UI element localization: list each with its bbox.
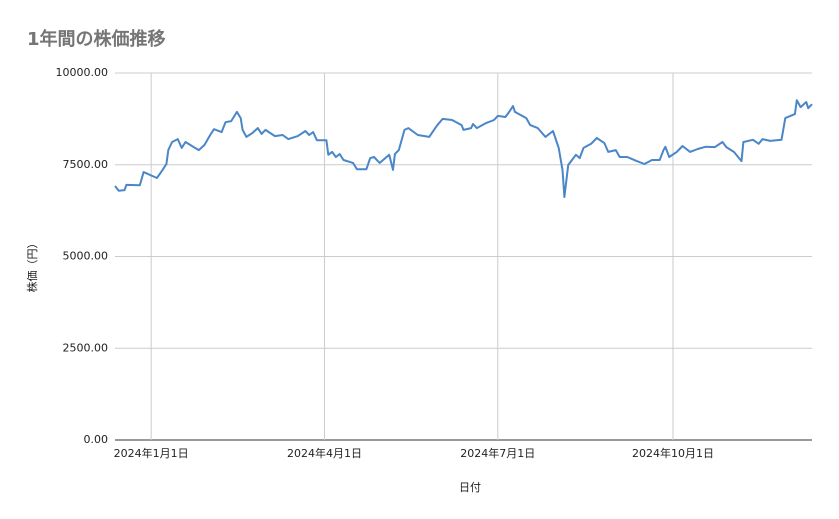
chart-title: 1年間の株価推移 (27, 28, 166, 50)
y-tick-label: 0.00 (84, 433, 109, 446)
x-tick-label: 2024年4月1日 (287, 446, 362, 460)
y-tick-label: 10000.00 (56, 66, 109, 79)
price-line (114, 99, 813, 198)
y-axis-title: 株価（円） (25, 238, 39, 293)
y-tick-label: 7500.00 (63, 158, 109, 171)
y-tick-label: 5000.00 (63, 250, 109, 263)
y-tick-label: 2500.00 (63, 341, 109, 354)
x-tick-label: 2024年7月1日 (460, 446, 535, 460)
x-tick-label: 2024年10月1日 (632, 446, 714, 460)
x-tick-label: 2024年1月1日 (114, 446, 189, 460)
x-axis-title: 日付 (459, 481, 481, 494)
